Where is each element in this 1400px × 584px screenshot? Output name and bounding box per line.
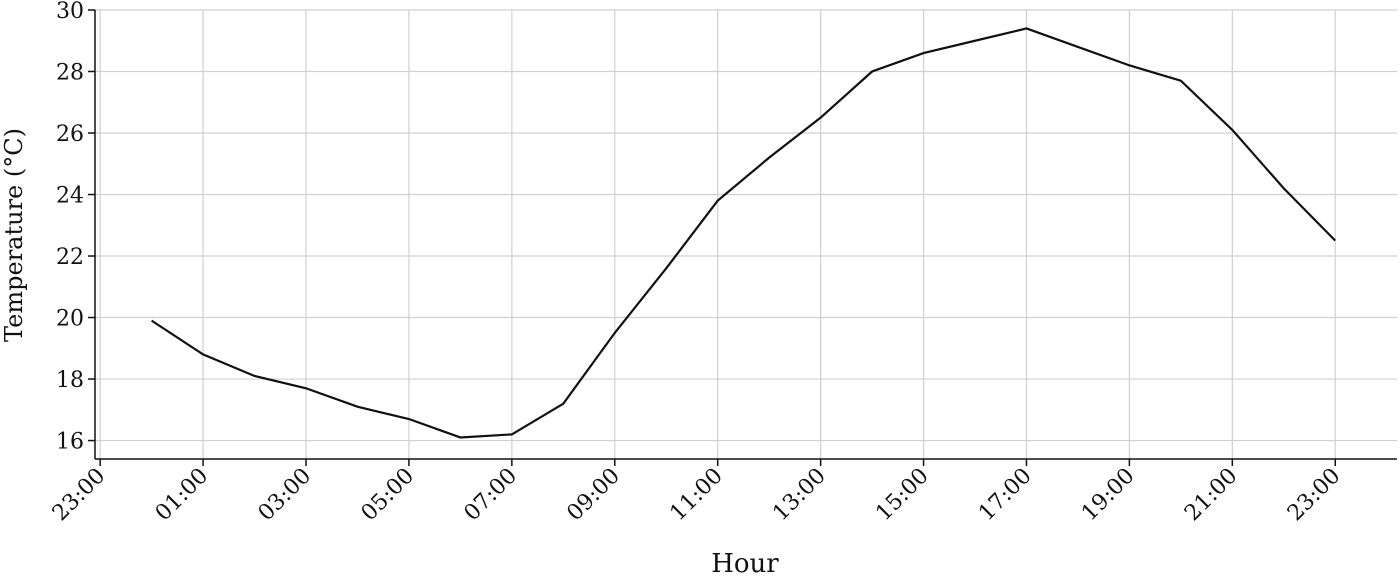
y-axis-label: Temperature (°C) <box>0 128 28 342</box>
line <box>151 27 1337 439</box>
x-tick-label: 09:00 <box>563 464 626 527</box>
x-tick-label: 07:00 <box>460 464 523 527</box>
x-tick-label: 13:00 <box>768 464 831 527</box>
x-tick-label: 21:00 <box>1180 464 1243 527</box>
x-tick-label: 03:00 <box>254 464 317 527</box>
y-tick-label: 20 <box>56 307 84 332</box>
y-tick-label: 26 <box>56 122 84 147</box>
y-tick-label: 22 <box>56 245 84 270</box>
x-tick-label: 23:00 <box>1283 464 1346 527</box>
x-tick-label: 19:00 <box>1077 464 1140 527</box>
y-tick-label: 30 <box>56 0 84 24</box>
x-tick-label: 01:00 <box>151 464 214 527</box>
y-tick-label: 16 <box>56 430 84 455</box>
y-tick-label: 18 <box>56 368 84 393</box>
x-tick-label: 23:00 <box>48 464 111 527</box>
x-axis-label: Hour <box>711 549 779 579</box>
x-tick-label: 15:00 <box>871 464 934 527</box>
x-tick-label: 17:00 <box>974 464 1037 527</box>
x-tick-label: 11:00 <box>665 464 728 527</box>
y-tick-label: 28 <box>56 61 84 86</box>
y-tick-label: 24 <box>56 184 84 209</box>
x-tick-label: 05:00 <box>357 464 420 527</box>
